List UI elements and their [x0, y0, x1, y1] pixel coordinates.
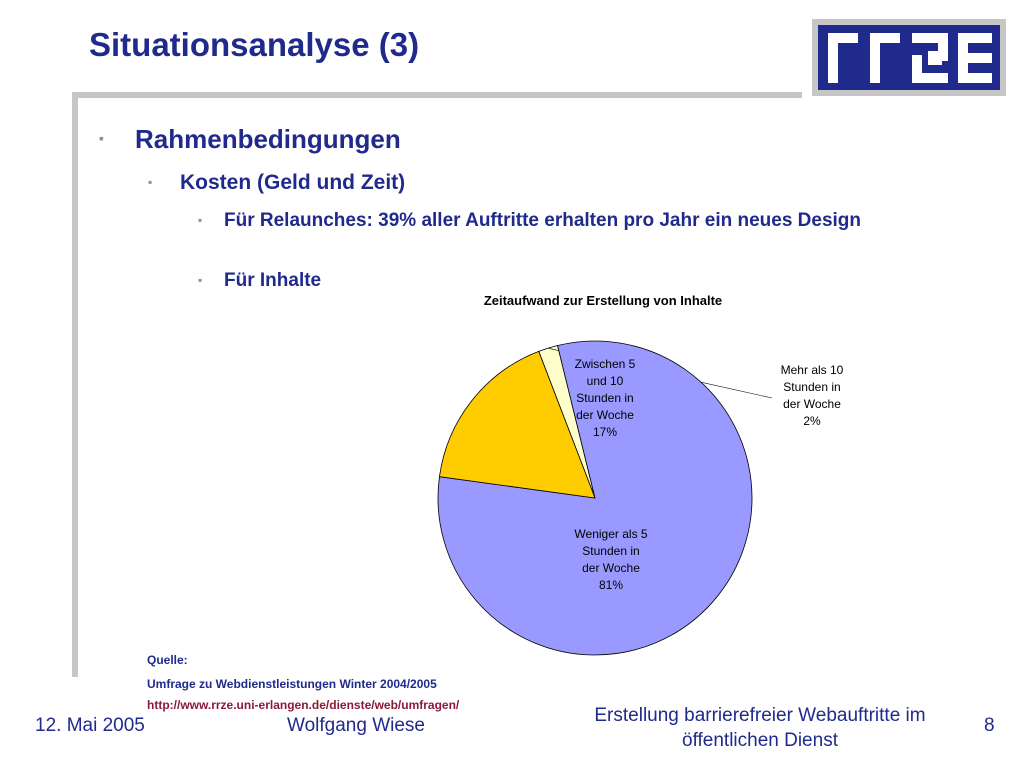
bullet-level1-text: Rahmenbedingungen [135, 124, 401, 154]
bullet-level2: ▪ Kosten (Geld und Zeit) [148, 171, 406, 195]
rrze-logo [812, 19, 1006, 96]
bullet-marker: ▪ [198, 273, 203, 287]
bullet-level3-relaunch-text: Für Relaunches: 39% aller Auftritte erha… [224, 210, 862, 231]
slide-title: Situationsanalyse (3) [89, 26, 420, 63]
slice-label-2: Mehr als 10 Stunden in der Woche 2% [781, 363, 844, 428]
bullet-marker: ▪ [148, 175, 153, 189]
chart-title: Zeitaufwand zur Erstellung von Inhalte [484, 293, 722, 308]
footer-page-number: 8 [984, 715, 995, 736]
footer-author: Wolfgang Wiese [287, 715, 425, 736]
bullet-level2-text: Kosten (Geld und Zeit) [180, 171, 406, 194]
footer-date: 12. Mai 2005 [35, 715, 145, 736]
pie-slice-1 [439, 350, 596, 499]
bullet-marker: ▪ [198, 213, 203, 227]
source-link[interactable]: http://www.rrze.uni-erlangen.de/dienste/… [147, 698, 460, 712]
title-rule-horizontal [72, 92, 802, 98]
slice-label-0: Weniger als 5 Stunden in der Woche 81% [574, 527, 647, 592]
pie-chart: Zeitaufwand zur Erstellung von Inhalte W… [437, 293, 844, 656]
source-heading: Quelle: [147, 653, 188, 667]
bullet-level3-relaunch: ▪ Für Relaunches: 39% aller Auftritte er… [198, 207, 914, 234]
slice-label-1: Zwischen 5 und 10 Stunden in der Woche 17% [575, 357, 636, 439]
pie-slices [437, 340, 773, 656]
content-rule-vertical [72, 92, 78, 677]
pie-labels: Weniger als 5 Stunden in der Woche 81% Zwisc… [574, 357, 843, 592]
bullet-marker: ▪ [99, 130, 104, 146]
source-survey: Umfrage zu Webdienstleistungen Winter 20… [147, 677, 437, 691]
footer-event: Erstellung barrierefreier Webauftritte i… [594, 705, 926, 751]
bullet-level3-content-text: Für Inhalte [224, 270, 322, 291]
bullet-level1: ▪ Rahmenbedingungen [99, 124, 401, 155]
bullet-level3-content: ▪ Für Inhalte [198, 268, 322, 293]
